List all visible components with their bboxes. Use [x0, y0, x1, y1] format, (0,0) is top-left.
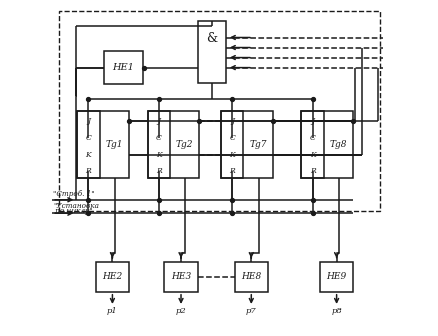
- Text: "Установка: "Установка: [53, 202, 99, 210]
- Bar: [234, 262, 268, 292]
- Bar: [301, 111, 323, 178]
- Text: НЕ1: НЕ1: [112, 63, 134, 72]
- Text: R: R: [309, 167, 315, 175]
- Text: р1: р1: [107, 307, 117, 315]
- Text: р2: р2: [175, 307, 186, 315]
- Text: Тg7: Тg7: [249, 140, 266, 149]
- Text: Тg2: Тg2: [176, 140, 193, 149]
- Text: C: C: [309, 134, 315, 142]
- Bar: [59, 11, 379, 211]
- Bar: [221, 111, 243, 178]
- Text: R: R: [155, 167, 161, 175]
- Text: K: K: [309, 151, 315, 159]
- Bar: [221, 111, 272, 178]
- Text: &: &: [206, 32, 217, 45]
- Text: K: K: [155, 151, 161, 159]
- Text: J: J: [157, 117, 160, 125]
- Text: J: J: [311, 117, 314, 125]
- Text: C: C: [85, 134, 91, 142]
- Text: НЕ8: НЕ8: [240, 272, 261, 281]
- Text: K: K: [229, 151, 235, 159]
- Text: по циклу": по циклу": [53, 207, 92, 215]
- Bar: [301, 111, 353, 178]
- Text: "Строб. 1": "Строб. 1": [53, 191, 94, 199]
- Text: р7: р7: [245, 307, 256, 315]
- Bar: [164, 262, 197, 292]
- Bar: [147, 111, 170, 178]
- Bar: [147, 111, 199, 178]
- Text: C: C: [155, 134, 161, 142]
- Bar: [319, 262, 353, 292]
- Bar: [77, 111, 129, 178]
- Text: R: R: [229, 167, 235, 175]
- Text: НЕ3: НЕ3: [170, 272, 191, 281]
- Bar: [104, 51, 142, 84]
- Text: C: C: [229, 134, 235, 142]
- Bar: [197, 21, 226, 83]
- Text: НЕ2: НЕ2: [102, 272, 122, 281]
- Text: J: J: [230, 117, 233, 125]
- Text: Тg1: Тg1: [106, 140, 123, 149]
- Text: K: K: [85, 151, 91, 159]
- Text: R: R: [85, 167, 91, 175]
- Text: Тg8: Тg8: [329, 140, 346, 149]
- Text: НЕ9: НЕ9: [326, 272, 346, 281]
- Bar: [95, 262, 129, 292]
- Bar: [77, 111, 99, 178]
- Text: р8: р8: [331, 307, 341, 315]
- Text: J: J: [87, 117, 90, 125]
